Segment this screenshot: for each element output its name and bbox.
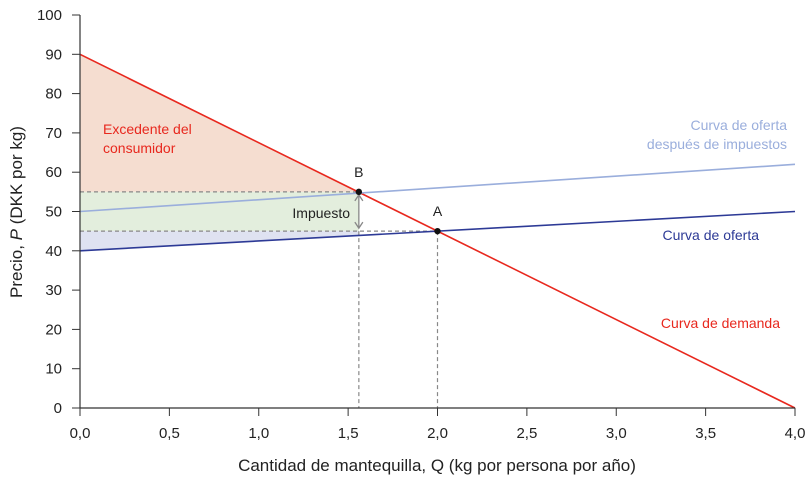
x-tick-label: 2,5 [516,425,537,442]
y-axis-title: Precio, P (DKK por kg) [7,126,26,298]
x-tick-label: 4,0 [785,425,806,442]
y-tick-label: 50 [45,204,62,221]
area-2 [80,231,359,251]
supply-label: Curva de oferta [663,227,760,243]
point-label-A: A [433,203,443,219]
consumer-surplus-label-2: consumidor [103,140,176,156]
y-tick-label: 80 [45,86,62,103]
y-tick-label: 100 [37,7,62,24]
supply-after-tax-label-2: después de impuestos [647,136,787,152]
consumer-surplus-label-1: Excedente del [103,121,192,137]
x-tick-label: 2,0 [427,425,448,442]
y-tick-label: 40 [45,243,62,260]
tax-label: Impuesto [292,205,350,221]
point-A [434,227,441,235]
point-B [355,188,363,196]
x-tick-label: 3,5 [695,425,716,442]
area-1 [80,191,359,232]
x-tick-label: 3,0 [606,425,627,442]
x-axis-title: Cantidad de mantequilla, Q (kg por perso… [238,456,636,475]
supply-after-tax-label-1: Curva de oferta [691,117,788,133]
y-tick-label: 20 [45,321,62,338]
x-tick-label: 0,5 [159,425,180,442]
point-label-B: B [354,164,363,180]
demand-label: Curva de demanda [661,315,780,331]
y-tick-label: 70 [45,125,62,142]
x-tick-label: 1,5 [338,425,359,442]
y-tick-label: 0 [54,400,62,417]
y-tick-label: 60 [45,164,62,181]
y-tick-label: 30 [45,282,62,299]
x-tick-label: 0,0 [70,425,91,442]
y-tick-label: 10 [45,361,62,378]
x-tick-label: 1,0 [248,425,269,442]
y-tick-label: 90 [45,46,62,63]
series-line-2 [79,163,796,213]
